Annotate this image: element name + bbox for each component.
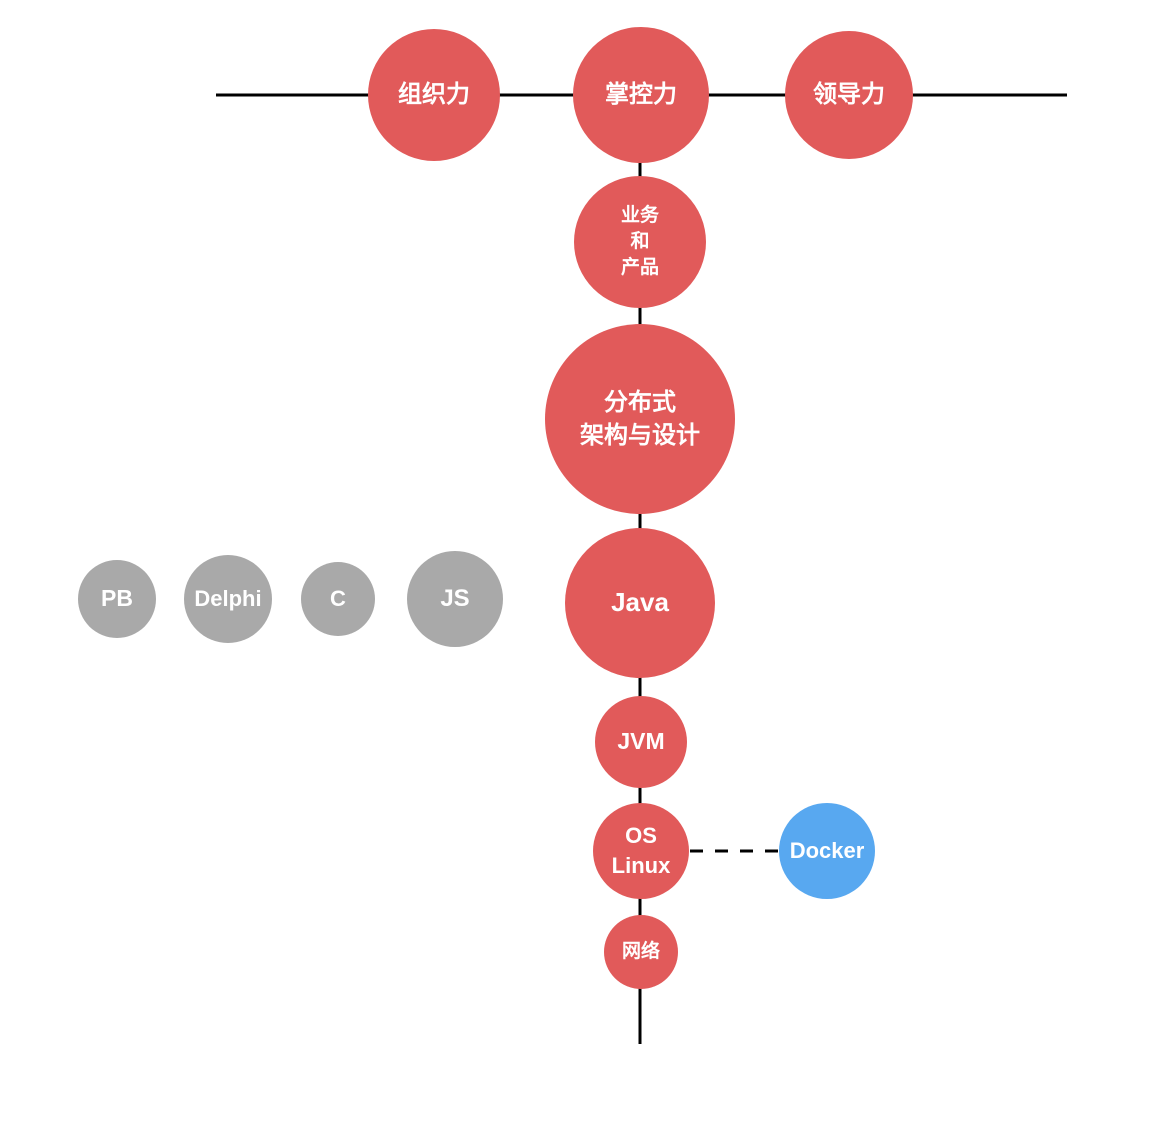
node-js-label: JS bbox=[440, 585, 470, 613]
node-distributed-architecture[interactable]: 分布式 架构与设计 bbox=[545, 324, 735, 514]
node-distributed-architecture-label: 架构与设计 bbox=[580, 422, 700, 449]
node-os-linux-label: OS bbox=[625, 822, 657, 848]
node-network[interactable]: 网络 bbox=[604, 915, 678, 989]
node-os-linux[interactable]: OS Linux bbox=[593, 803, 689, 899]
node-business-product-label: 业务 bbox=[620, 204, 659, 226]
node-delphi[interactable]: Delphi bbox=[184, 555, 272, 643]
node-distributed-architecture-label: 分布式 bbox=[604, 388, 676, 416]
node-docker[interactable]: Docker bbox=[779, 803, 875, 899]
node-business-product[interactable]: 业务和产品 bbox=[574, 176, 706, 308]
node-docker-label: Docker bbox=[789, 837, 865, 863]
node-business-product-label: 和 bbox=[630, 230, 650, 252]
node-leadership[interactable]: 领导力 bbox=[785, 31, 913, 159]
node-pb[interactable]: PB bbox=[78, 560, 156, 638]
node-java[interactable]: Java bbox=[565, 528, 715, 678]
node-jvm[interactable]: JVM bbox=[595, 696, 687, 788]
node-control-label: 掌控力 bbox=[605, 81, 677, 109]
node-network-label: 网络 bbox=[621, 940, 660, 962]
node-java-label: Java bbox=[611, 587, 669, 618]
node-jvm-label: JVM bbox=[617, 728, 665, 755]
node-organization[interactable]: 组织力 bbox=[368, 29, 500, 161]
node-organization-label: 组织力 bbox=[398, 81, 470, 109]
node-leadership-label: 领导力 bbox=[813, 81, 885, 109]
node-c-label: C bbox=[330, 585, 346, 611]
node-js[interactable]: JS bbox=[407, 551, 503, 647]
node-delphi-label: Delphi bbox=[194, 585, 262, 611]
node-pb-label: PB bbox=[101, 585, 133, 612]
node-control[interactable]: 掌控力 bbox=[573, 27, 709, 163]
node-c[interactable]: C bbox=[301, 562, 375, 636]
node-os-linux-label: Linux bbox=[611, 853, 671, 878]
node-business-product-label: 产品 bbox=[620, 257, 659, 279]
